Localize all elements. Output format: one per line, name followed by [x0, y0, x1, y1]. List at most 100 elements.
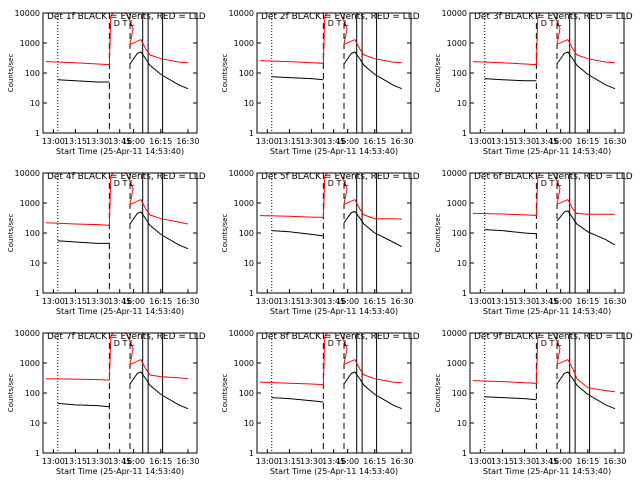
y-tick-label: 100 — [452, 389, 467, 398]
x-tick-label: 13:00 — [469, 297, 492, 306]
x-tick-label: 13:45 — [108, 297, 131, 306]
events-series-line — [271, 397, 324, 403]
x-tick-label: 16:30 — [390, 137, 413, 146]
y-tick-label: 100 — [239, 389, 254, 398]
marker-text: D T L — [328, 179, 349, 188]
events-series-line — [57, 240, 110, 244]
x-tick-label: 16:00 — [122, 137, 145, 146]
chart-title: Det 3f BLACK = Events, RED = LLD — [474, 12, 633, 22]
x-tick-label: 16:15 — [363, 457, 386, 466]
x-axis-label: Start Time (25-Apr-11 14:53:40) — [483, 307, 611, 316]
x-tick-label: 16:00 — [122, 297, 145, 306]
y-tick-label: 10 — [457, 259, 467, 268]
y-tick-label: 1000 — [234, 39, 254, 48]
y-tick-label: 10 — [30, 99, 40, 108]
x-tick-label: 13:45 — [322, 457, 345, 466]
chart-title: Det 5f BLACK = Events, RED = LLD — [261, 172, 420, 182]
plot-frame — [469, 12, 625, 134]
y-tick-label: 1000 — [234, 199, 254, 208]
x-tick-label: 16:30 — [390, 297, 413, 306]
panel-det-1: 1 10 100 1000 10000 13:00 13:15 13:30 13:4516:00… — [7, 9, 206, 156]
y-tick-label: 1 — [35, 129, 40, 138]
y-tick-label: 10 — [457, 419, 467, 428]
y-tick-label: 10 — [244, 259, 254, 268]
x-tick-label: 16:15 — [149, 297, 172, 306]
x-axis-label: Start Time (25-Apr-11 14:53:40) — [270, 147, 398, 156]
panel-det-3: 1 10 100 1000 10000 13:00 13:15 13:30 13:4516:00… — [434, 9, 633, 156]
marker-text: D T L — [114, 179, 135, 188]
events-series-line — [129, 211, 189, 250]
marker-text: D T L — [541, 179, 562, 188]
x-tick-label: 13:15 — [278, 137, 301, 146]
x-axis-label: Start Time (25-Apr-11 14:53:40) — [56, 147, 184, 156]
x-tick-label: 16:30 — [390, 457, 413, 466]
x-tick-label: 13:15 — [491, 137, 514, 146]
y-tick-label: 1 — [249, 289, 254, 298]
y-axis-label: Counts/sec — [434, 214, 442, 253]
chart-title: Det 6f BLACK = Events, RED = LLD — [474, 172, 633, 182]
x-tick-label: 13:45 — [322, 297, 345, 306]
y-tick-label: 1000 — [20, 359, 40, 368]
panel-det-9: 1 10 100 1000 10000 13:00 13:15 13:30 13:4516:00… — [434, 329, 633, 476]
x-tick-label: 13:00 — [256, 297, 279, 306]
x-tick-label: 13:00 — [256, 137, 279, 146]
lld-series-line — [259, 173, 402, 220]
x-axis-label: Start Time (25-Apr-11 14:53:40) — [270, 467, 398, 476]
x-tick-label: 13:30 — [513, 137, 536, 146]
plot-frame — [256, 172, 412, 294]
y-tick-label: 10000 — [229, 9, 254, 18]
marker-text: D T L — [328, 339, 349, 348]
y-axis-label: Counts/sec — [7, 374, 15, 413]
y-tick-label: 1000 — [447, 39, 467, 48]
x-tick-label: 16:30 — [603, 457, 626, 466]
chart-title: Det 7f BLACK = Events, RED = LLD — [47, 332, 206, 342]
chart-title: Det 4f BLACK = Events, RED = LLD — [47, 172, 206, 182]
marker-text: D T L — [541, 339, 562, 348]
x-tick-label: 13:45 — [535, 297, 558, 306]
x-tick-label: 13:15 — [64, 297, 87, 306]
events-series-line — [57, 402, 110, 408]
x-tick-label: 13:15 — [278, 297, 301, 306]
y-tick-label: 1 — [462, 129, 467, 138]
plot-frame — [42, 332, 198, 454]
y-tick-label: 10000 — [442, 169, 467, 178]
y-tick-label: 100 — [25, 229, 40, 238]
lld-series-line — [472, 333, 615, 393]
y-tick-label: 10 — [244, 419, 254, 428]
y-tick-label: 10000 — [442, 329, 467, 338]
chart-title: Det 2f BLACK = Events, RED = LLD — [261, 12, 420, 22]
events-series-line — [556, 51, 616, 90]
x-tick-label: 13:30 — [300, 137, 323, 146]
x-axis-label: Start Time (25-Apr-11 14:53:40) — [56, 467, 184, 476]
x-tick-label: 16:15 — [363, 137, 386, 146]
events-series-line — [271, 76, 324, 81]
x-tick-label: 13:30 — [300, 297, 323, 306]
y-tick-label: 10 — [457, 99, 467, 108]
plot-frame — [256, 332, 412, 454]
lld-series-line — [259, 13, 402, 64]
y-axis-label: Counts/sec — [221, 374, 229, 413]
y-tick-label: 10000 — [442, 9, 467, 18]
x-tick-label: 13:45 — [108, 457, 131, 466]
y-tick-label: 1 — [249, 129, 254, 138]
lld-series-line — [45, 333, 188, 381]
x-tick-label: 13:00 — [469, 457, 492, 466]
y-axis-label: Counts/sec — [434, 374, 442, 413]
y-tick-label: 1 — [35, 289, 40, 298]
x-tick-label: 13:00 — [42, 137, 65, 146]
events-series-line — [556, 371, 616, 410]
x-tick-label: 16:00 — [549, 297, 572, 306]
plot-frame — [469, 172, 625, 294]
y-tick-label: 10000 — [229, 329, 254, 338]
x-tick-label: 13:30 — [513, 297, 536, 306]
events-series-line — [343, 371, 403, 410]
x-tick-label: 16:30 — [176, 137, 199, 146]
events-series-line — [484, 78, 537, 82]
marker-text: D T L — [114, 339, 135, 348]
y-tick-label: 10000 — [15, 329, 40, 338]
events-series-line — [271, 230, 324, 237]
y-tick-label: 1 — [249, 449, 254, 458]
x-tick-label: 16:15 — [363, 297, 386, 306]
y-tick-label: 100 — [452, 69, 467, 78]
